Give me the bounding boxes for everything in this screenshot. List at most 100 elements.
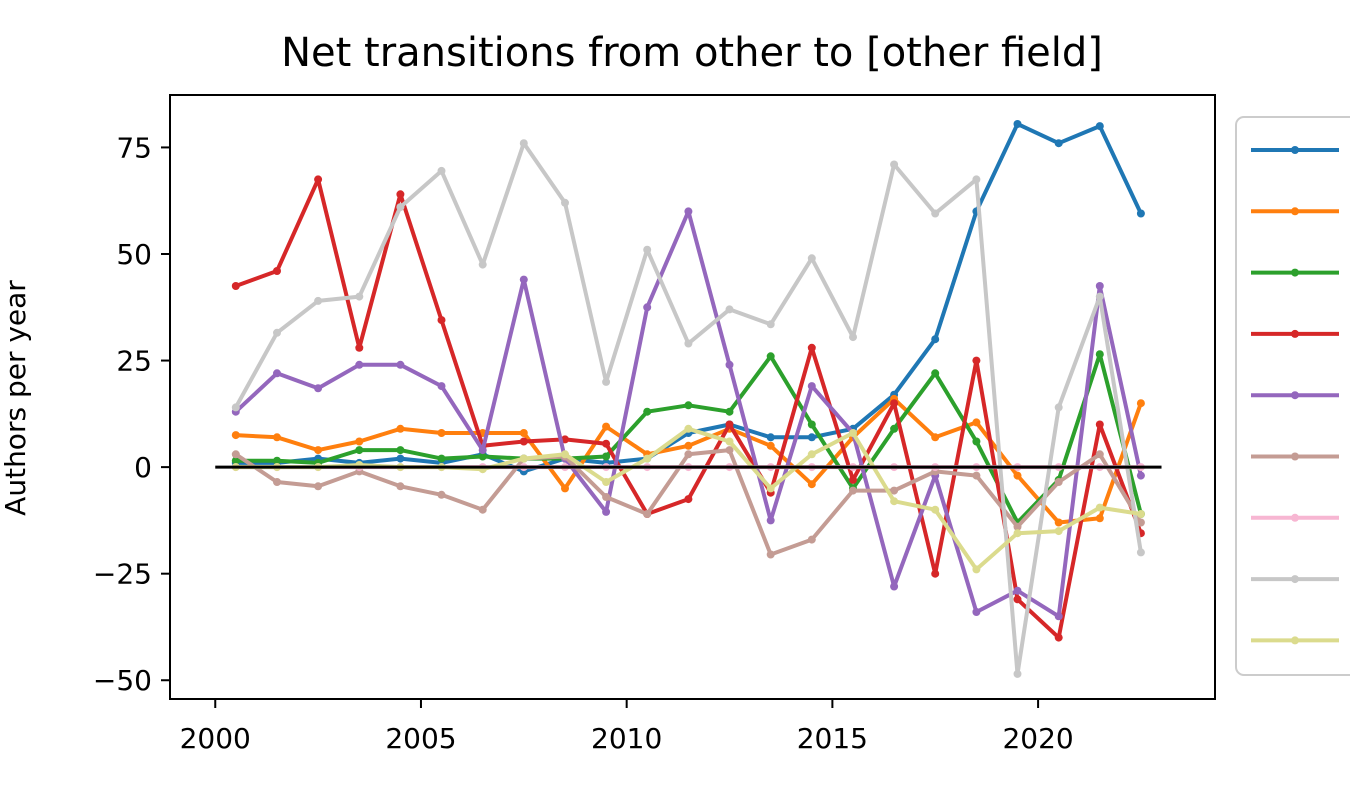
data-point	[972, 565, 981, 574]
data-point	[1013, 471, 1022, 480]
data-point	[314, 296, 323, 305]
data-point	[972, 175, 981, 184]
data-point	[519, 275, 528, 284]
data-point	[890, 497, 899, 506]
y-axis: −50 −25 0 25 50 75	[93, 131, 170, 697]
data-point	[890, 582, 899, 591]
y-tick-label: 75	[116, 131, 152, 164]
data-point	[890, 160, 899, 169]
legend-entry-5	[1251, 391, 1339, 400]
data-point	[684, 207, 693, 216]
data-point	[355, 446, 364, 455]
data-point	[1054, 612, 1063, 621]
series-8	[231, 139, 1145, 678]
data-point	[972, 608, 981, 616]
data-point	[478, 505, 487, 514]
legend-entry-1	[1251, 146, 1339, 154]
data-point	[519, 139, 528, 148]
data-point	[725, 446, 734, 455]
data-point	[849, 333, 857, 342]
data-point	[684, 401, 693, 410]
data-point	[602, 507, 611, 516]
data-point	[231, 450, 240, 459]
data-point	[561, 450, 569, 459]
legend-entry-8	[1251, 575, 1339, 584]
data-point	[1095, 420, 1104, 429]
legend-swatch-marker	[1291, 513, 1299, 522]
x-tick-label: 2005	[385, 722, 456, 755]
data-point	[396, 482, 405, 491]
data-point	[478, 446, 487, 455]
data-point	[478, 452, 487, 461]
x-tick-label: 2020	[1002, 722, 1073, 755]
data-point	[766, 550, 775, 559]
legend-entry-3	[1251, 268, 1339, 277]
legend-swatch-marker	[1291, 636, 1299, 645]
data-point	[1136, 518, 1145, 527]
data-point	[1095, 122, 1104, 131]
data-point	[231, 456, 240, 465]
data-point	[1136, 471, 1145, 480]
data-point	[437, 490, 446, 499]
data-point	[1136, 548, 1145, 557]
data-point	[1054, 518, 1063, 527]
x-tick-label: 2000	[180, 722, 251, 755]
legend-swatch-marker	[1291, 452, 1299, 461]
data-point	[766, 352, 775, 361]
data-point	[890, 486, 899, 495]
data-point	[684, 441, 693, 450]
data-point	[684, 495, 693, 504]
y-tick-label: 25	[116, 345, 152, 378]
data-point	[972, 471, 981, 480]
data-point	[1054, 478, 1063, 486]
y-axis-label: Authors per year	[0, 280, 32, 516]
data-point	[1054, 403, 1063, 412]
data-point	[602, 478, 611, 486]
data-point	[437, 382, 446, 391]
data-point	[1095, 450, 1104, 459]
data-point	[684, 339, 693, 348]
data-point	[766, 484, 775, 493]
data-point	[314, 482, 323, 491]
data-point	[519, 437, 528, 446]
data-point	[1095, 292, 1104, 301]
data-point	[273, 456, 281, 465]
data-point	[1136, 399, 1145, 408]
data-point	[1013, 120, 1022, 128]
data-point	[1013, 529, 1022, 538]
chart-title: Net transitions from other to [other fie…	[281, 30, 1103, 76]
data-point	[355, 343, 364, 352]
y-tick-label: −50	[93, 664, 152, 697]
data-point	[643, 454, 652, 463]
data-point	[807, 382, 816, 391]
data-point	[643, 303, 652, 312]
data-point	[972, 418, 981, 427]
data-point	[890, 424, 899, 433]
y-tick-label: 0	[134, 451, 152, 484]
legend-swatch-marker	[1291, 268, 1299, 277]
data-point	[849, 486, 857, 495]
y-tick-label: 50	[116, 238, 152, 271]
data-point	[602, 439, 611, 448]
legend-entry-7	[1251, 513, 1339, 522]
data-point	[725, 437, 734, 446]
data-point	[807, 343, 816, 352]
data-point	[396, 446, 405, 455]
plot-area	[170, 95, 1215, 699]
data-point	[807, 480, 816, 489]
data-point	[602, 452, 611, 461]
data-point	[1013, 586, 1022, 595]
data-point	[931, 369, 940, 378]
legend	[1235, 116, 1350, 676]
data-point	[931, 209, 940, 218]
legend-swatch-marker	[1291, 146, 1299, 154]
data-point	[1095, 350, 1104, 359]
data-point	[725, 407, 734, 416]
data-point	[231, 282, 240, 290]
data-point	[231, 431, 240, 440]
data-point	[1013, 522, 1022, 531]
data-point	[972, 437, 981, 446]
data-point	[1136, 510, 1145, 518]
legend-entry-6	[1251, 452, 1339, 461]
